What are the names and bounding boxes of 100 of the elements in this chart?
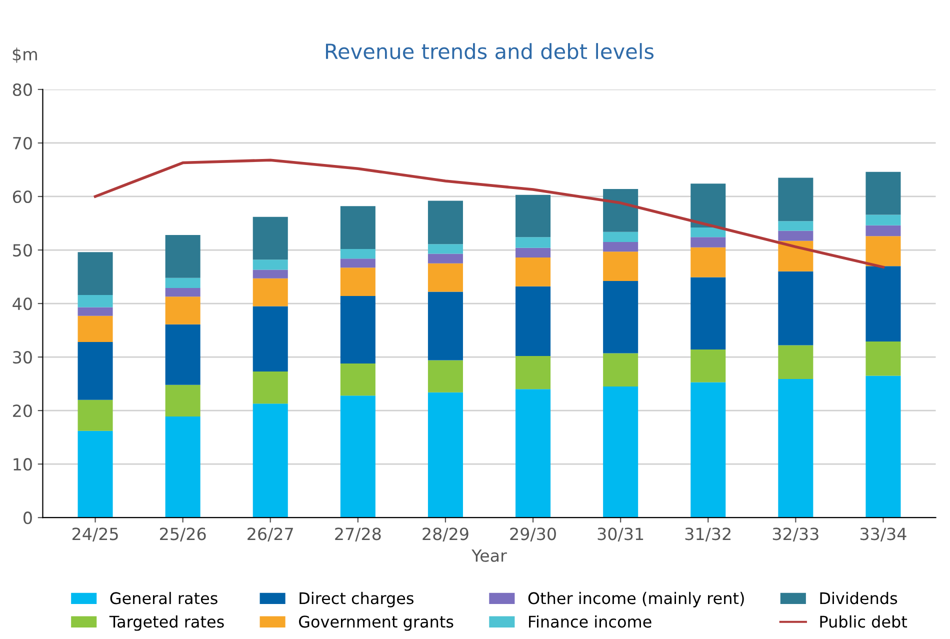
bar [866,342,901,376]
bar [165,288,200,297]
bar [340,268,376,296]
y-tick-label: 20 [13,404,32,418]
bar [778,230,814,241]
legend-label: Direct charges [300,592,414,608]
bar [340,248,376,259]
bar [78,294,113,308]
bar [428,200,463,244]
x-tick-label: 32/33 [772,528,818,542]
y-tick-label: 70 [13,136,32,150]
bar [778,240,814,272]
bar [165,296,200,324]
bar [516,356,551,390]
bar [428,244,463,254]
x-tick-label: 33/34 [860,528,906,542]
bar [340,363,376,396]
bar [165,278,200,288]
x-tick-label: 27/28 [335,528,381,542]
bar [690,350,726,382]
x-tick-label: 31/32 [685,528,730,542]
bar [78,252,113,295]
legend-label: Targeted rates [109,615,224,631]
x-axis-title: Year [472,550,507,562]
bar [690,237,726,248]
bar [516,237,551,248]
y-tick-label: 80 [12,83,32,96]
bar [690,247,726,278]
bar [252,270,288,278]
bar [603,189,638,232]
bar [340,206,376,249]
bar [603,353,638,386]
bar [603,252,638,282]
bar [866,266,901,342]
bar [690,184,726,228]
bar [603,281,638,354]
bar [78,342,113,400]
bar [516,389,551,518]
y-tick-label: 10 [14,458,32,471]
x-tick-label: 26/27 [248,528,293,542]
bar [778,221,814,231]
bar [252,371,288,404]
bar [428,360,463,392]
bar [516,286,551,356]
bar [252,306,288,372]
bar [778,378,814,518]
bar [603,232,638,242]
y-tick-label: 40 [12,297,32,310]
bar [165,235,200,278]
bar [690,382,726,518]
bar [165,416,200,518]
bar [252,216,288,260]
bar [866,225,901,236]
legend-label: Public debt [820,615,908,628]
bar [428,392,463,518]
bar [866,376,901,518]
bar [516,194,551,238]
bar [428,254,463,264]
bar [78,307,113,316]
y-tick-label: 50 [13,244,32,257]
x-tick-label: 29/30 [510,528,556,542]
bar [516,258,551,286]
bar [340,258,376,268]
bar [428,292,463,360]
y-axis-title: $m [12,48,37,63]
bar [252,260,288,270]
chart-title: Revenue trends and debt levels [326,43,654,60]
bar [165,324,200,385]
bar [866,236,901,266]
legend-label: Other income (mainly rent) [528,592,744,608]
legend-label: General rates [110,592,218,604]
bar [252,404,288,518]
x-tick-label: 28/29 [422,528,468,542]
bar [78,430,113,518]
bar [866,172,901,215]
legend-label: Dividends [820,592,898,604]
legend-label: Finance income [529,615,652,628]
x-tick-label: 25/26 [160,528,206,542]
bar [252,278,288,306]
bar [78,316,113,342]
x-tick-label: 30/31 [598,528,644,542]
bar [690,228,726,238]
legend-label: Government grants [299,616,454,631]
bar [340,296,376,364]
bar [866,214,901,226]
bar [778,345,814,379]
bar [428,263,463,292]
y-tick-label: 0 [24,512,32,524]
y-tick-label: 30 [13,351,32,364]
bar [78,400,113,431]
bar [778,271,814,346]
bar [165,384,200,416]
x-tick-label: 24/25 [72,528,118,542]
bar [603,242,638,252]
bar [516,248,551,258]
bar [778,178,814,222]
y-tick-label: 60 [12,190,32,204]
bar [690,277,726,350]
line-series [94,158,885,269]
bar [603,386,638,518]
